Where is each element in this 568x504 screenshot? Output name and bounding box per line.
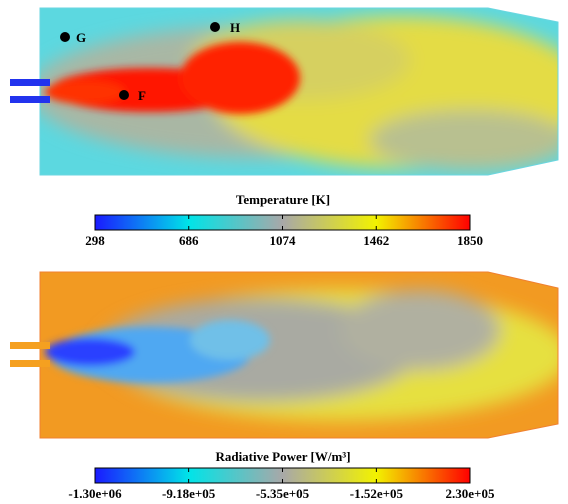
- domain-outline: [39, 271, 559, 439]
- probe-point: [60, 32, 70, 42]
- colorbar-title: Temperature [K]: [236, 192, 330, 207]
- point-label: H: [230, 20, 240, 35]
- colorbar-tick-label: -1.30e+06: [68, 486, 122, 501]
- colorbar-tick-label: 686: [179, 233, 199, 248]
- probe-point: [119, 90, 129, 100]
- temperature-field: [40, 8, 558, 175]
- radiative-power-field: [40, 272, 558, 438]
- point-label: G: [76, 30, 86, 45]
- colorbar-title: Radiative Power [W/m³]: [215, 449, 350, 464]
- colorbar-tick-label: 1074: [270, 233, 297, 248]
- injector: [10, 79, 50, 86]
- injector: [10, 360, 50, 367]
- point-label: F: [138, 88, 146, 103]
- colorbar-tick-label: 1462: [363, 233, 389, 248]
- colorbar-tick-label: 298: [85, 233, 105, 248]
- injector: [10, 342, 50, 349]
- colorbar-tick-label: -1.52e+05: [350, 486, 404, 501]
- colorbar-tick-label: -9.18e+05: [162, 486, 216, 501]
- colorbar-tick-label: 2.30e+05: [446, 486, 495, 501]
- probe-point: [210, 22, 220, 32]
- domain-outline: [39, 7, 559, 176]
- colorbar-tick-label: 1850: [457, 233, 483, 248]
- injector: [10, 96, 50, 103]
- colorbar-tick-label: -5.35e+05: [256, 486, 310, 501]
